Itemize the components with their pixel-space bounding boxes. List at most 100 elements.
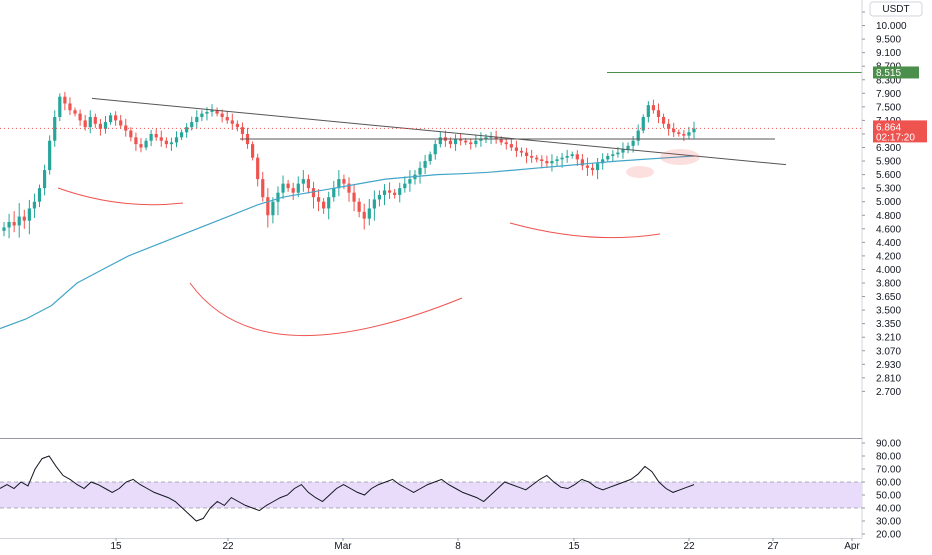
price-axis[interactable]: 10.50010.0009.5009.1008.7008.3007.9007.5… [0,0,927,538]
candle[interactable] [667,119,671,136]
candle[interactable] [322,198,326,214]
candle[interactable] [296,176,300,198]
candle[interactable] [636,124,640,146]
candle[interactable] [129,127,133,142]
moving-average-line[interactable] [0,155,695,330]
candle[interactable] [641,114,645,134]
candle[interactable] [661,113,666,128]
candle[interactable] [545,155,549,168]
candle[interactable] [504,138,508,150]
candle[interactable] [73,107,77,117]
candle[interactable] [108,112,113,125]
candle[interactable] [601,153,605,170]
candle[interactable] [489,131,493,145]
candle[interactable] [540,155,544,169]
candle[interactable] [261,171,265,202]
candle[interactable] [398,182,402,203]
candle[interactable] [32,193,37,218]
candle[interactable] [626,142,630,154]
candle[interactable] [230,113,234,130]
candle[interactable] [509,138,513,151]
candle[interactable] [68,97,72,115]
candle[interactable] [154,128,158,141]
candle[interactable] [169,137,174,151]
candle[interactable] [291,182,295,200]
candle[interactable] [119,114,123,129]
candle[interactable] [179,129,184,141]
candle[interactable] [22,209,26,229]
curve-right[interactable] [509,222,661,239]
candle[interactable] [174,131,179,148]
candle[interactable] [240,122,245,141]
candle[interactable] [438,131,442,148]
highlight-ellipse[interactable] [626,166,654,178]
currency-badge[interactable]: USDT [869,1,923,17]
candle[interactable] [408,170,412,192]
candle[interactable] [235,120,239,132]
trendline-descending[interactable] [91,97,787,166]
candle[interactable] [580,153,584,171]
candle[interactable] [474,135,478,148]
candle[interactable] [357,198,361,218]
candle[interactable] [484,133,488,144]
candle[interactable] [524,147,529,164]
candle[interactable] [134,132,138,151]
candle[interactable] [215,107,219,117]
candle[interactable] [535,154,539,163]
candle[interactable] [124,118,128,137]
candle[interactable] [58,93,62,122]
candle[interactable] [103,115,108,134]
candle[interactable] [377,190,382,207]
candle[interactable] [37,184,42,208]
candle[interactable] [48,135,52,175]
curve-left[interactable] [57,187,184,206]
candle[interactable] [139,138,143,153]
candle[interactable] [469,138,473,150]
candle[interactable] [149,129,153,147]
rsi-pane[interactable] [0,455,862,522]
candle[interactable] [327,191,331,220]
candle[interactable] [114,111,118,126]
candle[interactable] [337,170,341,197]
candle[interactable] [63,91,67,111]
candle[interactable] [453,134,458,151]
candle[interactable] [306,174,311,194]
candle[interactable] [185,123,189,138]
candle[interactable] [372,190,376,221]
candle[interactable] [418,161,422,184]
candle[interactable] [276,186,280,216]
candle[interactable] [403,176,407,193]
candle[interactable] [672,122,676,137]
candle[interactable] [316,189,321,212]
candle[interactable] [42,164,47,196]
rsi-line[interactable] [0,455,695,522]
candle[interactable] [281,175,285,199]
price-pane[interactable] [0,71,862,337]
candle[interactable] [651,99,656,114]
candle[interactable] [530,149,534,163]
candle[interactable] [382,184,387,206]
candle[interactable] [12,211,16,233]
candle[interactable] [585,157,590,176]
candle[interactable] [514,140,519,157]
candle[interactable] [606,153,610,163]
candle[interactable] [27,199,31,235]
candle[interactable] [144,138,148,151]
highlight-ellipse[interactable] [660,149,700,165]
candle[interactable] [159,130,163,147]
candle[interactable] [367,198,371,226]
time-axis[interactable]: 15 22 Mar 8 15 22 27 Apr [0,538,862,552]
candle[interactable] [225,111,229,124]
curve-bottom[interactable] [189,282,463,337]
candle[interactable] [83,114,87,131]
candle[interactable] [555,155,559,167]
candle[interactable] [656,103,661,124]
candle[interactable] [423,154,427,175]
candle[interactable] [362,203,366,230]
candle[interactable] [570,151,574,159]
candle[interactable] [565,149,569,163]
candle[interactable] [78,109,82,126]
candle[interactable] [479,132,483,147]
candle[interactable] [210,104,214,117]
candle[interactable] [195,110,199,129]
